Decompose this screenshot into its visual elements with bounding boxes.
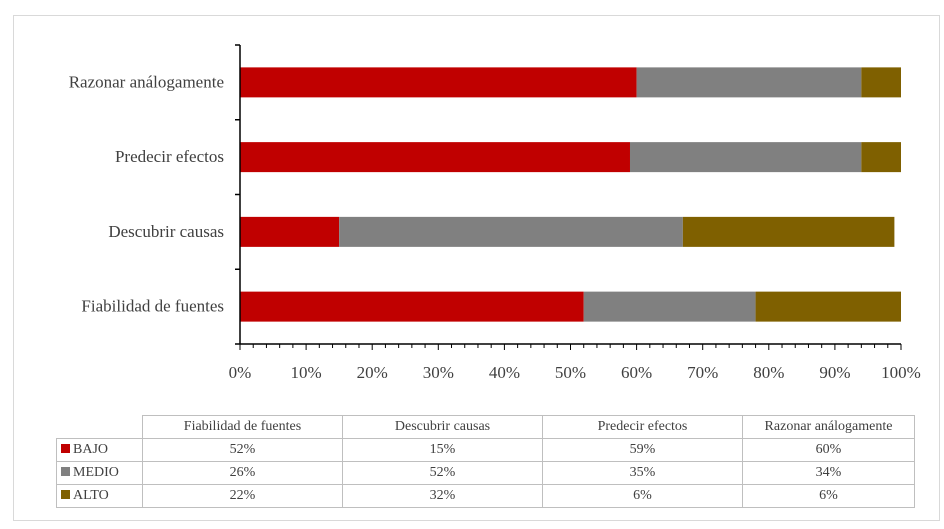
data-table-cell: 32% <box>342 484 543 508</box>
bar-segment-bajo <box>240 67 637 98</box>
legend-label: MEDIO <box>73 465 119 480</box>
y-tick-label: Predecir efectos <box>115 147 224 166</box>
data-table-cell: 15% <box>342 438 543 462</box>
data-table-cell: 6% <box>542 484 743 508</box>
y-tick-label: Descubrir causas <box>108 222 224 241</box>
bar-segment-alto <box>861 67 901 98</box>
bar-segment-medio <box>339 216 683 247</box>
bar-segment-bajo <box>240 142 630 173</box>
x-tick-label: 0% <box>229 363 252 382</box>
bar-segment-medio <box>629 142 862 173</box>
x-tick-label: 50% <box>555 363 586 382</box>
stacked-bar-chart: Fiabilidad de fuentes Descubrir causas Pre… <box>69 44 921 382</box>
bar-segment-alto <box>755 291 901 322</box>
x-tick-label: 10% <box>291 363 322 382</box>
chart-frame: Fiabilidad de fuentes Descubrir causas Pre… <box>13 15 940 521</box>
bar-segment-alto <box>861 142 901 173</box>
data-table-cell: 26% <box>142 461 343 485</box>
legend-swatch <box>61 444 70 453</box>
bar-segment-medio <box>583 291 756 322</box>
y-tick-label: Razonar análogamente <box>69 72 224 91</box>
x-tick-label: 100% <box>881 363 921 382</box>
legend-label: BAJO <box>73 442 109 457</box>
bar-segment-bajo <box>240 291 584 322</box>
y-tick-label: Fiabilidad de fuentes <box>81 297 224 316</box>
data-table-cell: 60% <box>742 438 915 462</box>
x-tick-label: 70% <box>687 363 718 382</box>
bar-segment-alto <box>682 216 895 247</box>
data-table-cell: 52% <box>342 461 543 485</box>
x-tick-label: 80% <box>753 363 784 382</box>
data-table-corner <box>56 415 143 439</box>
data-table-cell: 34% <box>742 461 915 485</box>
legend-entry-alto: ALTO <box>56 484 143 508</box>
data-table-header: Razonar análogamente <box>742 415 915 439</box>
data-table: Fiabilidad de fuentes Descubrir causas P… <box>56 415 915 508</box>
data-table-cell: 22% <box>142 484 343 508</box>
data-table-header: Predecir efectos <box>542 415 743 439</box>
x-tick-label: 30% <box>423 363 454 382</box>
x-tick-label: 20% <box>357 363 388 382</box>
x-tick-label: 60% <box>621 363 652 382</box>
bar-segment-bajo <box>240 216 340 247</box>
bar-segment-medio <box>636 67 862 98</box>
data-table-header-row: Fiabilidad de fuentes Descubrir causas P… <box>56 415 915 439</box>
legend-entry-medio: MEDIO <box>56 461 143 485</box>
legend-swatch <box>61 467 70 476</box>
data-table-header: Descubrir causas <box>342 415 543 439</box>
data-table-row: BAJO 52% 15% 59% 60% <box>56 438 915 462</box>
legend-swatch <box>61 490 70 499</box>
data-table-row: MEDIO 26% 52% 35% 34% <box>56 461 915 485</box>
data-table-cell: 6% <box>742 484 915 508</box>
data-table-cell: 59% <box>542 438 743 462</box>
data-table-header: Fiabilidad de fuentes <box>142 415 343 439</box>
legend-entry-bajo: BAJO <box>56 438 143 462</box>
data-table-row: ALTO 22% 32% 6% 6% <box>56 484 915 508</box>
data-table-cell: 52% <box>142 438 343 462</box>
legend-label: ALTO <box>73 488 109 503</box>
x-tick-label: 90% <box>819 363 850 382</box>
data-table-cell: 35% <box>542 461 743 485</box>
x-tick-label: 40% <box>489 363 520 382</box>
